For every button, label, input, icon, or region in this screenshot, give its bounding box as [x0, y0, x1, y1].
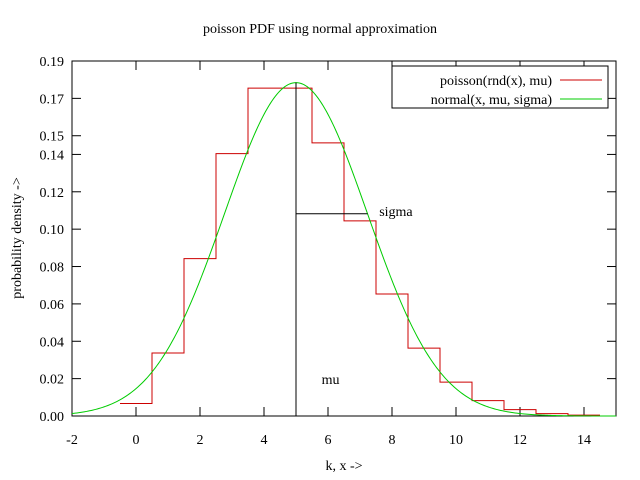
x-tick-label: 14	[577, 433, 591, 448]
y-tick-label: 0.12	[40, 186, 65, 201]
y-tick-label: 0.04	[40, 335, 65, 350]
x-tick-label: 2	[197, 433, 204, 448]
x-tick-label: 8	[389, 433, 396, 448]
x-tick-label: 6	[325, 433, 332, 448]
x-tick-label: 4	[261, 433, 268, 448]
x-tick-label: 10	[449, 433, 463, 448]
y-tick-label: 0.15	[40, 130, 65, 145]
x-tick-label: 0	[133, 433, 140, 448]
x-axis-label: k, x ->	[325, 459, 363, 474]
annotation-mu: mu	[322, 373, 340, 388]
x-tick-label: -2	[66, 433, 78, 448]
y-tick-label: 0.19	[40, 55, 65, 70]
legend-label: normal(x, mu, sigma)	[431, 93, 553, 108]
chart-title: poisson PDF using normal approximation	[202, 22, 438, 37]
annotation-sigma: sigma	[379, 205, 413, 220]
y-axis-label: probability density ->	[10, 177, 25, 299]
y-tick-label: 0.08	[40, 261, 65, 276]
y-tick-label: 0.00	[40, 410, 65, 425]
y-tick-label: 0.06	[40, 298, 65, 313]
y-tick-label: 0.10	[40, 223, 65, 238]
x-tick-label: 12	[513, 433, 527, 448]
legend-label: poisson(rnd(x), mu)	[440, 74, 552, 89]
poisson-series-line	[120, 87, 600, 416]
y-tick-label: 0.17	[40, 92, 65, 107]
legend-box	[391, 65, 609, 109]
y-tick-label: 0.02	[40, 373, 65, 388]
plot-frame	[71, 60, 617, 417]
y-tick-label: 0.14	[40, 148, 65, 163]
normal-series-line	[71, 82, 616, 417]
